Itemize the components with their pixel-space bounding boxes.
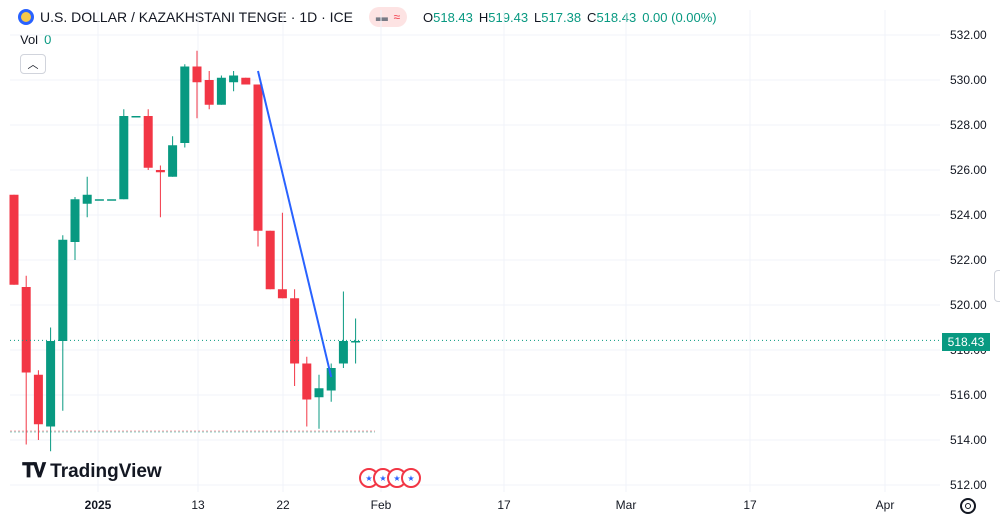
settings-gear-icon[interactable] [960, 498, 976, 514]
price-tick-label: 514.00 [950, 433, 987, 447]
minus-icon: ▬ [375, 10, 388, 24]
candle-body [241, 77, 251, 85]
time-tick-label: 22 [276, 498, 290, 512]
logo-text: TradingView [50, 460, 162, 482]
candle-body [180, 66, 190, 143]
candle-body [253, 84, 263, 231]
time-tick-label: 17 [743, 498, 757, 512]
candle-body [107, 199, 117, 201]
candle-body [290, 298, 300, 364]
candle-body [351, 341, 361, 343]
candle-body [58, 239, 68, 341]
open-value: 518.43 [433, 9, 473, 25]
candle-body [168, 145, 178, 177]
price-tick-label: 520.00 [950, 298, 987, 312]
price-tick-label: 522.00 [950, 253, 987, 267]
price-tick-label: 516.00 [950, 388, 987, 402]
price-tick-label: 524.00 [950, 208, 987, 222]
us-flag-event-icon[interactable]: ★ [401, 468, 421, 488]
candle-body [46, 341, 56, 427]
volume-value: 0 [44, 32, 52, 47]
symbol-title[interactable]: U.S. DOLLAR / KAZAKHSTANI TENGE · 1D · I… [40, 9, 353, 25]
candle-body [338, 341, 348, 364]
last-price-label: 518.43 [942, 333, 990, 351]
high-key: H [478, 9, 489, 25]
time-tick-label: 17 [497, 498, 511, 512]
time-tick-label: Feb [370, 498, 392, 512]
ohlc-readout: O518.43 H519.43 L517.38 C518.43 0.00 (0.00%) [423, 10, 723, 25]
time-tick-label: Apr [875, 498, 895, 512]
tradingview-logo-icon: 𝐓𝐕 [22, 460, 46, 482]
open-key: O [423, 9, 434, 25]
volume-label: Vol [20, 32, 39, 47]
candle-body [94, 199, 104, 201]
scroll-to-realtime-button[interactable] [994, 270, 1000, 302]
candle-body [33, 374, 43, 425]
low-value: 517.38 [541, 9, 582, 25]
candle-body [302, 363, 312, 400]
time-tick-label: 13 [191, 498, 205, 512]
time-tick-label: 2025 [84, 498, 112, 512]
candle-body [70, 199, 80, 242]
candle-body [277, 289, 287, 299]
collapse-legend-button[interactable]: ︿ [20, 54, 46, 74]
price-tick-label: 526.00 [950, 163, 987, 177]
price-tick-label: 528.00 [950, 118, 987, 132]
price-tick-label: 532.00 [950, 28, 987, 42]
price-tick-label: 512.00 [950, 478, 987, 492]
time-tick-label: Mar [615, 498, 637, 512]
candle-body [21, 287, 31, 373]
tradingview-logo[interactable]: 𝐓𝐕 TradingView [22, 460, 162, 483]
candle-body [9, 194, 19, 285]
volume-legend[interactable]: Vol 0 [20, 32, 51, 47]
candle-body [326, 368, 336, 391]
trend-line [257, 70, 333, 378]
chart-header: U.S. DOLLAR / KAZAKHSTANI TENGE · 1D · I… [18, 6, 723, 28]
candle-body [131, 116, 141, 118]
wave-icon: ≈ [393, 10, 401, 24]
candle-body [229, 75, 239, 83]
candle-body [204, 80, 214, 105]
price-tick-label: 530.00 [950, 73, 987, 87]
chart-type-toggle[interactable]: ▬ ≈ [369, 7, 407, 27]
close-key: C [587, 9, 597, 25]
chevron-up-icon: ︿ [27, 59, 39, 71]
candle-body [265, 230, 275, 290]
candle-body [192, 66, 202, 83]
candle-body [143, 116, 153, 168]
low-key: L [534, 9, 542, 25]
change-value: 0.00 (0.00%) [642, 9, 717, 25]
high-value: 519.43 [488, 9, 529, 25]
usd-kzt-flag-icon [18, 9, 34, 25]
candle-body [82, 194, 92, 204]
candle-body [155, 170, 165, 173]
candle-body [314, 388, 324, 398]
candle-body [119, 116, 129, 200]
candle-body [216, 77, 226, 105]
economic-events[interactable]: ★ ★ ★ ★ [359, 468, 421, 488]
